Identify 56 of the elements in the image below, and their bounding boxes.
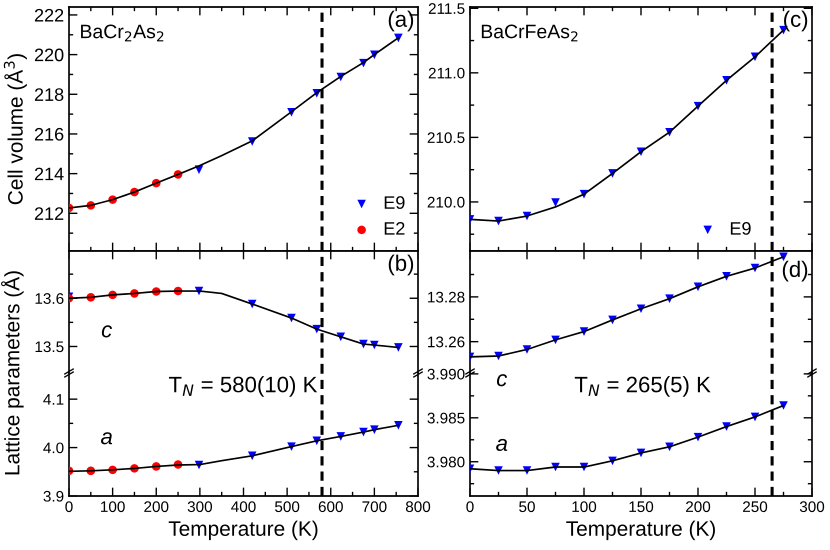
- y-axis-title: Lattice parameters (Å): [1, 271, 24, 474]
- y-tick-label: 3.9: [43, 490, 64, 502]
- annotation: c: [496, 374, 508, 386]
- y-tick-label: 13.5: [36, 341, 64, 352]
- x-tick-label: 50: [519, 501, 535, 512]
- y-tick-label: 214: [34, 168, 64, 180]
- y-tick-label: 4.0: [43, 442, 64, 454]
- y-tick-label: 222: [34, 8, 64, 22]
- legend-label: E9: [384, 196, 405, 209]
- y-tick-label: 210.0: [428, 196, 465, 208]
- x-tick-label: 300: [800, 501, 824, 512]
- annotation: (d): [782, 260, 808, 282]
- annotation: T$_{N}$ = 580(10) K: [168, 376, 318, 397]
- y-tick-label: 211.5: [428, 3, 464, 14]
- annotation: BaCrFeAs$_{2}$: [482, 24, 578, 42]
- x-tick-label: 100: [101, 501, 125, 512]
- x-axis-title: Temperature (K): [168, 520, 318, 540]
- y-tick-label: 218: [34, 88, 64, 102]
- x-tick-label: 300: [188, 501, 212, 512]
- y-tick-label: 13.26: [428, 336, 464, 348]
- y-tick-label: 211.0: [428, 68, 465, 79]
- y-tick-label: 216: [34, 128, 64, 141]
- x-tick-label: 100: [572, 501, 596, 512]
- y-tick-label: 210.5: [428, 132, 464, 144]
- y-tick-label: 3.980: [427, 456, 465, 468]
- x-tick-label: 600: [318, 501, 343, 512]
- y-tick-label: 13.6: [36, 293, 64, 304]
- point: [551, 198, 560, 207]
- annotation: c: [102, 325, 112, 338]
- x-tick-label: 700: [362, 501, 387, 512]
- annotation: a: [496, 438, 508, 452]
- x-axis-title: Temperature (K): [566, 520, 715, 540]
- y-axis-title: Cell volume (Å$^{3}$): [4, 54, 27, 204]
- x-tick-label: 0: [65, 501, 73, 512]
- x-tick-label: 0: [466, 501, 474, 512]
- annotation: BaCr$_{2}$As$_{2}$: [81, 24, 164, 42]
- annotation: (a): [388, 10, 414, 32]
- y-tick-label: 220: [34, 48, 64, 62]
- y-tick-label: 3.985: [427, 412, 464, 424]
- x-tick-label: 200: [144, 501, 168, 512]
- x-tick-label: 400: [231, 501, 256, 512]
- annotation: (b): [388, 254, 414, 276]
- y-tick-label: 212: [34, 207, 64, 220]
- x-tick-label: 150: [629, 501, 654, 512]
- x-tick-label: 250: [743, 501, 768, 512]
- y-tick-label: 13.28: [428, 292, 464, 303]
- x-tick-label: 800: [406, 501, 430, 512]
- annotation: (c): [784, 10, 808, 32]
- legend-label: E2: [384, 222, 404, 235]
- annotation: a: [101, 432, 112, 444]
- y-tick-label: 3.990: [427, 368, 465, 380]
- x-tick-label: 500: [274, 501, 300, 512]
- x-tick-label: 200: [686, 501, 710, 512]
- annotation: T$_{N}$ = 265(5) K: [574, 376, 711, 397]
- y-tick-label: 4.1: [43, 394, 64, 405]
- legend-label: E9: [730, 222, 751, 235]
